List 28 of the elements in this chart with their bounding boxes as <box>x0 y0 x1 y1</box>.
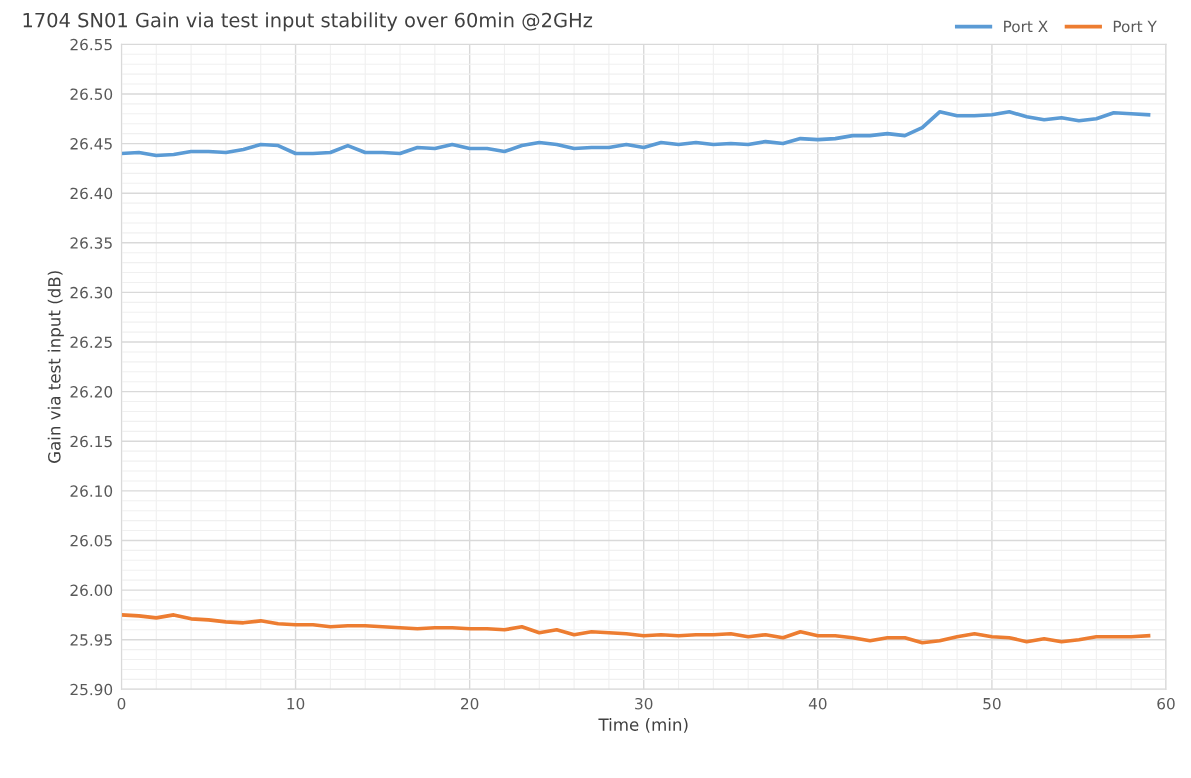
line-series <box>121 110 1151 158</box>
y-tick-label: 26.50 <box>70 88 113 100</box>
y-tick-label: 26.20 <box>70 386 113 398</box>
legend-label: Port X <box>1004 20 1048 33</box>
y-tick-label: 25.90 <box>70 683 113 696</box>
x-tick-label: 0 <box>117 697 126 710</box>
y-tick-label: 26.55 <box>70 38 112 51</box>
y-tick-label: 25.95 <box>70 634 112 646</box>
chart-title: 1704 SN01 Gain via test input stability over 60min @2GHz <box>23 12 593 32</box>
x-tick-label: 20 <box>461 697 479 710</box>
y-axis-title: Gain via test input (dB) <box>47 271 64 463</box>
y-tick-label: 26.10 <box>70 485 113 497</box>
y-tick-label: 26.45 <box>70 138 112 150</box>
x-axis-title: Time (min) <box>598 717 688 733</box>
x-tick-label: 40 <box>808 697 827 710</box>
y-tick-label: 26.35 <box>70 237 112 249</box>
y-tick-label: 26.15 <box>70 435 112 448</box>
line-series <box>121 613 1151 645</box>
y-tick-label: 26.00 <box>70 584 113 597</box>
y-tick-label: 26.05 <box>70 534 112 547</box>
legend-label: Port Y <box>1113 20 1157 33</box>
x-tick-label: 10 <box>287 697 305 710</box>
x-tick-label: 60 <box>1157 697 1175 710</box>
x-tick-label: 30 <box>635 697 653 710</box>
x-tick-label: 50 <box>983 697 1001 710</box>
y-tick-label: 26.40 <box>70 187 113 200</box>
y-tick-label: 26.30 <box>70 286 113 299</box>
y-tick-label: 26.25 <box>70 336 112 349</box>
